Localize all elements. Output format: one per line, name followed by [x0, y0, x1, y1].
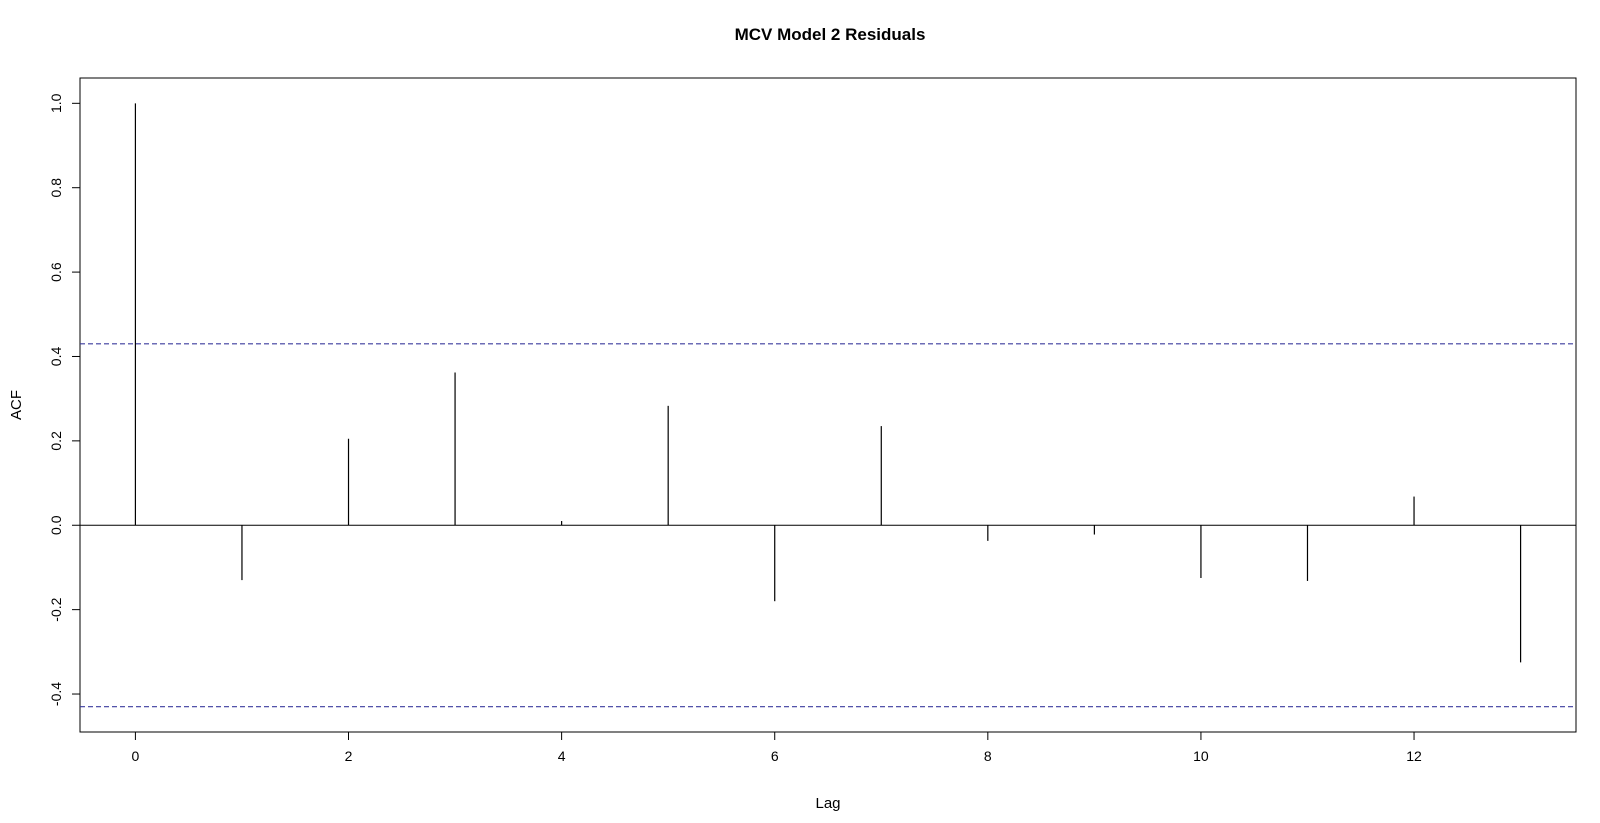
x-axis: 0 2 4 6 8 10 12 — [132, 731, 1422, 764]
x-tick-label: 2 — [345, 748, 353, 764]
y-axis: -0.4 -0.2 0.0 0.2 0.4 0.6 0.8 1.0 — [48, 93, 81, 706]
x-axis-label: Lag — [815, 795, 840, 812]
y-tick-label: 0.2 — [48, 431, 64, 451]
x-tick-label: 0 — [132, 748, 140, 764]
y-tick-label: 0.6 — [48, 262, 64, 282]
y-tick-label: 1.0 — [48, 93, 64, 113]
y-tick-label: 0.0 — [48, 515, 64, 535]
y-tick-label: 0.8 — [48, 178, 64, 198]
x-tick-label: 8 — [984, 748, 992, 764]
acf-bars — [134, 103, 1522, 663]
chart-title: MCV Model 2 Residuals — [735, 25, 926, 44]
y-axis-label: ACF — [8, 390, 25, 420]
x-tick-label: 4 — [558, 748, 566, 764]
y-tick-label: 0.4 — [48, 347, 64, 367]
x-tick-label: 12 — [1406, 748, 1422, 764]
y-tick-label: -0.4 — [48, 682, 64, 706]
x-tick-label: 10 — [1193, 748, 1209, 764]
confidence-bound-lines — [80, 343, 1576, 708]
y-tick-label: -0.2 — [48, 597, 64, 621]
x-tick-label: 6 — [771, 748, 779, 764]
